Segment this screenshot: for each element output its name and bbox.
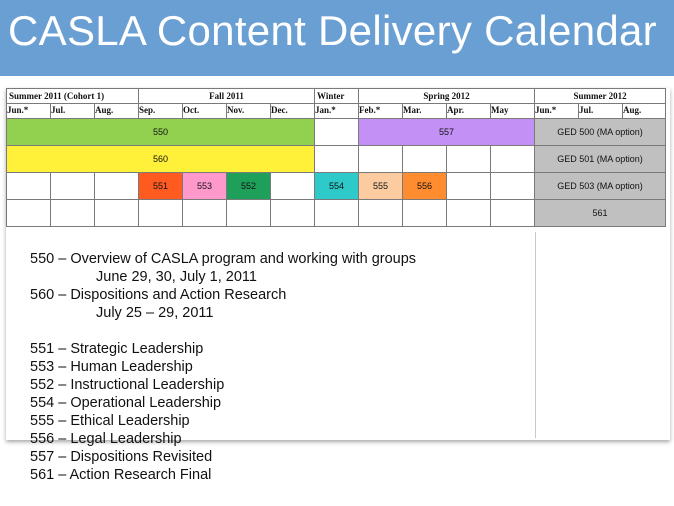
season-header: Spring 2012 bbox=[358, 88, 536, 104]
empty-cell bbox=[50, 199, 95, 227]
calendar-panel: Summer 2011 (Cohort 1) Fall 2011 Winter … bbox=[5, 88, 670, 440]
course-557-bar: 557 bbox=[358, 118, 536, 146]
empty-cell bbox=[138, 199, 184, 227]
course-553-cell: 553 bbox=[182, 172, 228, 200]
empty-cell bbox=[314, 118, 360, 146]
empty-cell bbox=[446, 172, 492, 200]
month-header: Sep. bbox=[138, 103, 184, 119]
page-title: CASLA Content Delivery Calendar bbox=[8, 7, 657, 54]
legend-item: 550 – Overview of CASLA program and work… bbox=[30, 251, 417, 267]
empty-cell bbox=[490, 172, 536, 200]
empty-cell bbox=[6, 172, 51, 200]
calendar-row: 551 553 552 554 555 556 GED 503 (MA opti… bbox=[6, 172, 667, 200]
season-header: Fall 2011 bbox=[138, 88, 316, 104]
month-header: Jul. bbox=[50, 103, 95, 119]
legend-item: 555 – Ethical Leadership bbox=[30, 413, 190, 429]
month-header: Jul. bbox=[578, 103, 624, 119]
month-header: Jun.* bbox=[534, 103, 580, 119]
empty-cell bbox=[314, 145, 360, 173]
legend-date: June 29, 30, July 1, 2011 bbox=[96, 269, 257, 285]
course-555-cell: 555 bbox=[358, 172, 404, 200]
month-header: Oct. bbox=[182, 103, 228, 119]
month-header: Feb.* bbox=[358, 103, 404, 119]
season-header: Summer 2011 (Cohort 1) bbox=[5, 88, 140, 104]
month-header: Jan.* bbox=[314, 103, 360, 119]
empty-cell bbox=[490, 145, 536, 173]
month-header-row: Jun.* Jul. Aug. Sep. Oct. Nov. Dec. Jan.… bbox=[6, 103, 667, 119]
empty-cell bbox=[93, 199, 140, 227]
legend-item: 551 – Strategic Leadership bbox=[30, 341, 204, 357]
empty-cell bbox=[270, 199, 316, 227]
course-554-cell: 554 bbox=[314, 172, 360, 200]
legend-item: 553 – Human Leadership bbox=[30, 359, 193, 375]
empty-cell bbox=[358, 145, 404, 173]
empty-cell bbox=[446, 199, 492, 227]
ged-503-bar: GED 503 (MA option) bbox=[534, 172, 667, 200]
empty-cell bbox=[402, 199, 448, 227]
empty-cell bbox=[358, 199, 404, 227]
panel-divider bbox=[535, 232, 536, 438]
legend-item: 561 – Action Research Final bbox=[30, 467, 212, 483]
legend-item: 556 – Legal Leadership bbox=[30, 431, 182, 447]
empty-cell bbox=[314, 199, 360, 227]
empty-cell bbox=[93, 172, 140, 200]
empty-cell bbox=[270, 172, 316, 200]
month-header: May bbox=[490, 103, 536, 119]
season-header: Summer 2012 bbox=[534, 88, 667, 104]
calendar-row: 561 bbox=[6, 199, 667, 227]
month-header: Nov. bbox=[226, 103, 272, 119]
course-legend: 550 – Overview of CASLA program and work… bbox=[30, 250, 416, 484]
course-561-bar: 561 bbox=[534, 199, 667, 227]
empty-cell bbox=[226, 199, 272, 227]
month-header: Mar. bbox=[402, 103, 448, 119]
course-556-cell: 556 bbox=[402, 172, 448, 200]
legend-date: July 25 – 29, 2011 bbox=[96, 305, 214, 321]
spacer bbox=[30, 322, 416, 340]
month-header: Apr. bbox=[446, 103, 492, 119]
legend-item: 554 – Operational Leadership bbox=[30, 395, 222, 411]
empty-cell bbox=[50, 172, 95, 200]
month-header: Jun.* bbox=[6, 103, 51, 119]
month-header: Aug. bbox=[622, 103, 667, 119]
course-552-cell: 552 bbox=[226, 172, 272, 200]
month-header: Aug. bbox=[93, 103, 140, 119]
empty-cell bbox=[402, 145, 448, 173]
ged-501-bar: GED 501 (MA option) bbox=[534, 145, 667, 173]
season-header-row: Summer 2011 (Cohort 1) Fall 2011 Winter … bbox=[5, 88, 667, 104]
ged-500-bar: GED 500 (MA option) bbox=[534, 118, 667, 146]
empty-cell bbox=[490, 199, 536, 227]
empty-cell bbox=[6, 199, 51, 227]
legend-item: 552 – Instructional Leadership bbox=[30, 377, 225, 393]
empty-cell bbox=[446, 145, 492, 173]
calendar-row: 550 557 GED 500 (MA option) bbox=[5, 118, 667, 146]
course-550-bar: 550 bbox=[5, 118, 316, 146]
season-header: Winter bbox=[314, 88, 360, 104]
course-560-bar: 560 bbox=[5, 145, 316, 173]
calendar-table: Summer 2011 (Cohort 1) Fall 2011 Winter … bbox=[5, 88, 667, 227]
month-header: Dec. bbox=[270, 103, 316, 119]
legend-item: 560 – Dispositions and Action Research bbox=[30, 287, 287, 303]
title-banner: CASLA Content Delivery Calendar bbox=[0, 0, 674, 76]
empty-cell bbox=[182, 199, 228, 227]
calendar-row: 560 GED 501 (MA option) bbox=[5, 145, 667, 173]
course-551-cell: 551 bbox=[138, 172, 184, 200]
legend-item: 557 – Dispositions Revisited bbox=[30, 449, 213, 465]
